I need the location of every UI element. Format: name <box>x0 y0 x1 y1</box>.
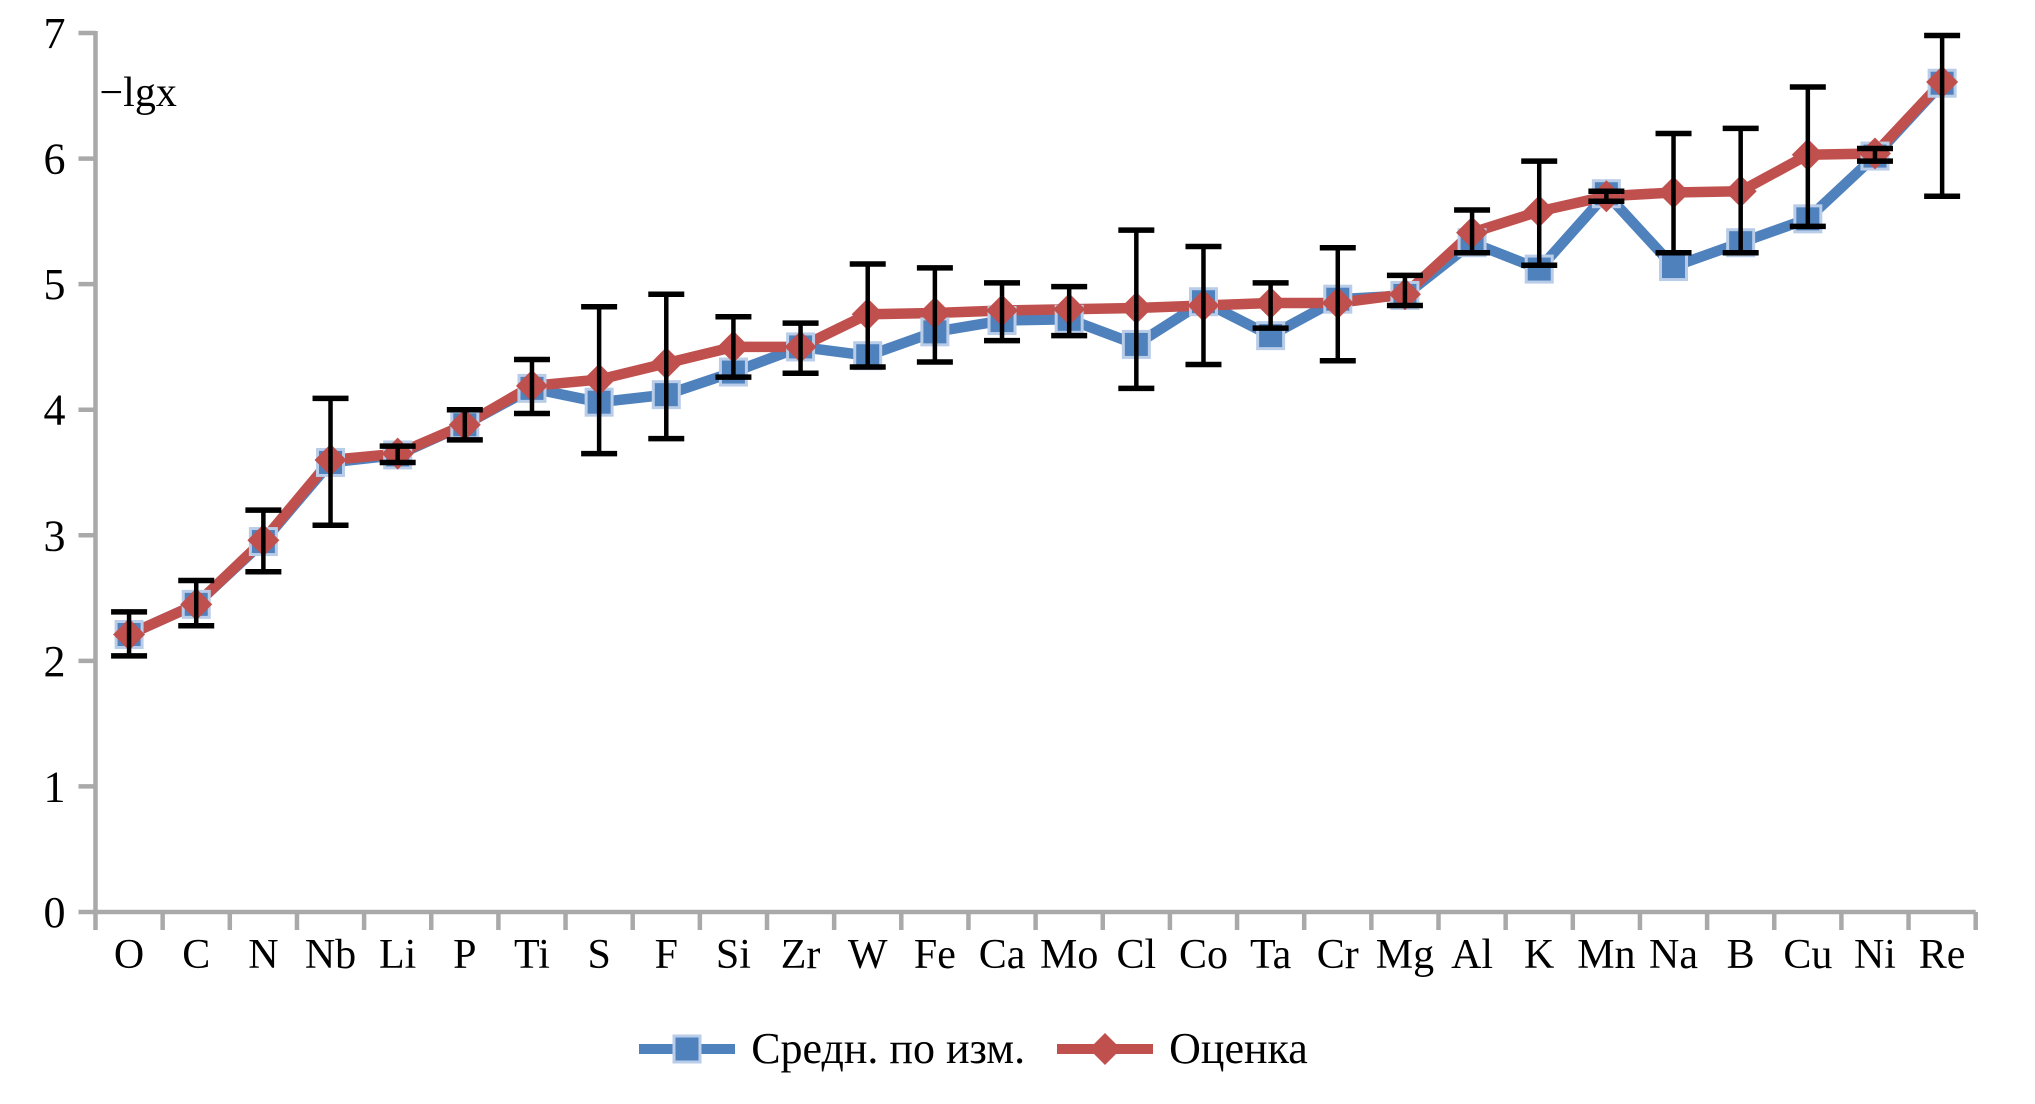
legend-item-measured: Средн. по изм. <box>637 1025 1025 1073</box>
svg-text:4: 4 <box>44 386 66 435</box>
svg-text:0: 0 <box>44 888 66 937</box>
error-bars <box>111 32 1961 659</box>
x-label-Si: Si <box>716 932 751 978</box>
x-label-Cr: Cr <box>1317 932 1359 978</box>
x-label-S: S <box>587 932 610 978</box>
x-label-Ca: Ca <box>979 932 1026 978</box>
x-label-F: F <box>655 932 678 978</box>
x-label-N: N <box>248 932 278 978</box>
series-measured-line <box>123 77 1948 640</box>
x-label-B: B <box>1727 932 1755 978</box>
legend-measured-label: Средн. по изм. <box>751 1024 1026 1073</box>
legend-estimate-label: Оценка <box>1169 1024 1308 1073</box>
legend-measured-square-marker-icon <box>639 1034 736 1064</box>
x-label-Ti: Ti <box>514 932 550 978</box>
x-label-Re: Re <box>1919 932 1966 978</box>
svg-text:7: 7 <box>44 9 66 58</box>
x-axis-category-labels: O C N Nb Li P Ti S F Si Zr W Fe Ca Mo Cl Co Ta Cr Mg Al K Mn Na… <box>114 932 1966 978</box>
x-label-Li: Li <box>379 932 416 978</box>
x-label-Zr: Zr <box>781 932 821 978</box>
x-label-Al: Al <box>1451 932 1493 978</box>
svg-text:2: 2 <box>44 637 66 686</box>
x-label-C: C <box>182 932 210 978</box>
y-axis-title: −lgx <box>100 70 177 116</box>
x-label-P: P <box>453 932 476 978</box>
x-label-K: K <box>1524 932 1554 978</box>
axes <box>78 30 1978 930</box>
x-label-Mn: Mn <box>1577 932 1635 978</box>
x-label-Fe: Fe <box>914 932 956 978</box>
x-label-Co: Co <box>1179 932 1228 978</box>
chart-legend: Средн. по изм. Оценка <box>0 1018 1990 1080</box>
x-label-Ta: Ta <box>1250 932 1292 978</box>
series-estimate-line <box>123 76 1948 640</box>
svg-text:6: 6 <box>44 135 66 184</box>
legend-estimate-diamond-marker-icon <box>1057 1033 1154 1065</box>
svg-text:1: 1 <box>44 762 66 811</box>
x-label-W: W <box>848 932 888 978</box>
y-axis-tick-labels: 0 1 2 3 4 5 6 7 <box>44 9 66 937</box>
legend-item-estimate: Оценка <box>1055 1025 1308 1073</box>
x-label-Cl: Cl <box>1116 932 1156 978</box>
svg-text:5: 5 <box>44 260 66 309</box>
x-label-Mg: Mg <box>1376 932 1434 978</box>
x-label-O: O <box>114 932 144 978</box>
series-estimate-diamond-markers <box>113 65 1959 651</box>
x-label-Cu: Cu <box>1783 932 1832 978</box>
svg-text:3: 3 <box>44 511 66 560</box>
x-label-Ni: Ni <box>1854 932 1896 978</box>
series-measured-square-markers <box>114 68 1957 649</box>
x-label-Na: Na <box>1649 932 1698 978</box>
x-label-Mo: Mo <box>1040 932 1098 978</box>
x-label-Nb: Nb <box>305 932 356 978</box>
